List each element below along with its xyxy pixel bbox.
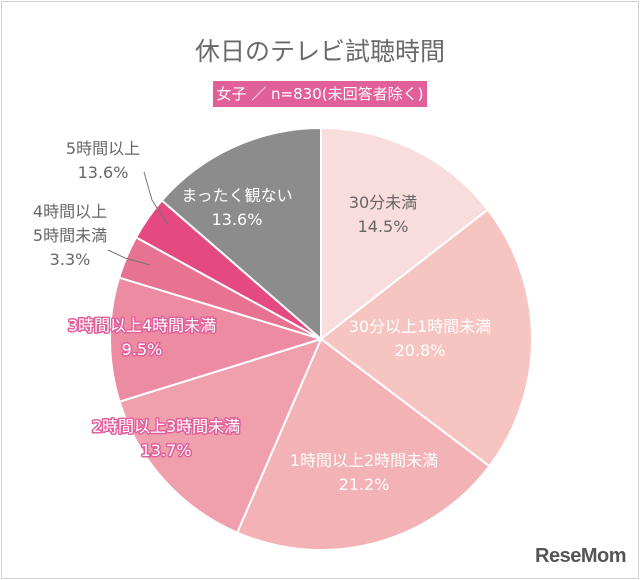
data-label: 13.6% (78, 163, 129, 182)
data-label: 3.3% (50, 250, 91, 269)
data-label: 9.5% (122, 340, 163, 359)
pie-slice-3 (118, 337, 323, 534)
slice-label: 2時間以上3時間未満 (92, 417, 240, 436)
pie-slice-2 (235, 337, 491, 551)
pie-slice-1 (319, 208, 533, 468)
slice-label: 3時間以上4時間未満 (68, 316, 216, 335)
slice-label: 5時間以上 (66, 139, 140, 158)
slice-label: 1時間以上2時間未満 (290, 451, 438, 470)
data-label: 14.5% (358, 217, 409, 236)
pie-slice-4 (109, 276, 325, 403)
pie-slice-0 (320, 126, 490, 342)
pie-slice-7 (160, 126, 322, 342)
data-label: 21.2% (339, 475, 390, 494)
resemom-logo: ReseMom (535, 545, 626, 567)
data-label: 20.8% (395, 341, 446, 360)
slice-label: 5時間未満 (33, 226, 107, 245)
leader-line-5h (143, 171, 169, 226)
data-label: 13.7% (141, 441, 192, 460)
leader-line-4-5h (107, 249, 151, 266)
slice-label: 30分未満 (349, 193, 417, 212)
chart-subtitle: 女子 ／ n=830(未回答者除く) (213, 81, 427, 107)
slice-label: まったく観ない (181, 186, 292, 205)
slice-label: 4時間以上 (33, 202, 107, 221)
chart-title: 休日のテレビ試聴時間 (194, 37, 445, 66)
slice-label: 30分以上1時間未満 (349, 317, 492, 336)
data-label: 13.6% (212, 210, 263, 229)
